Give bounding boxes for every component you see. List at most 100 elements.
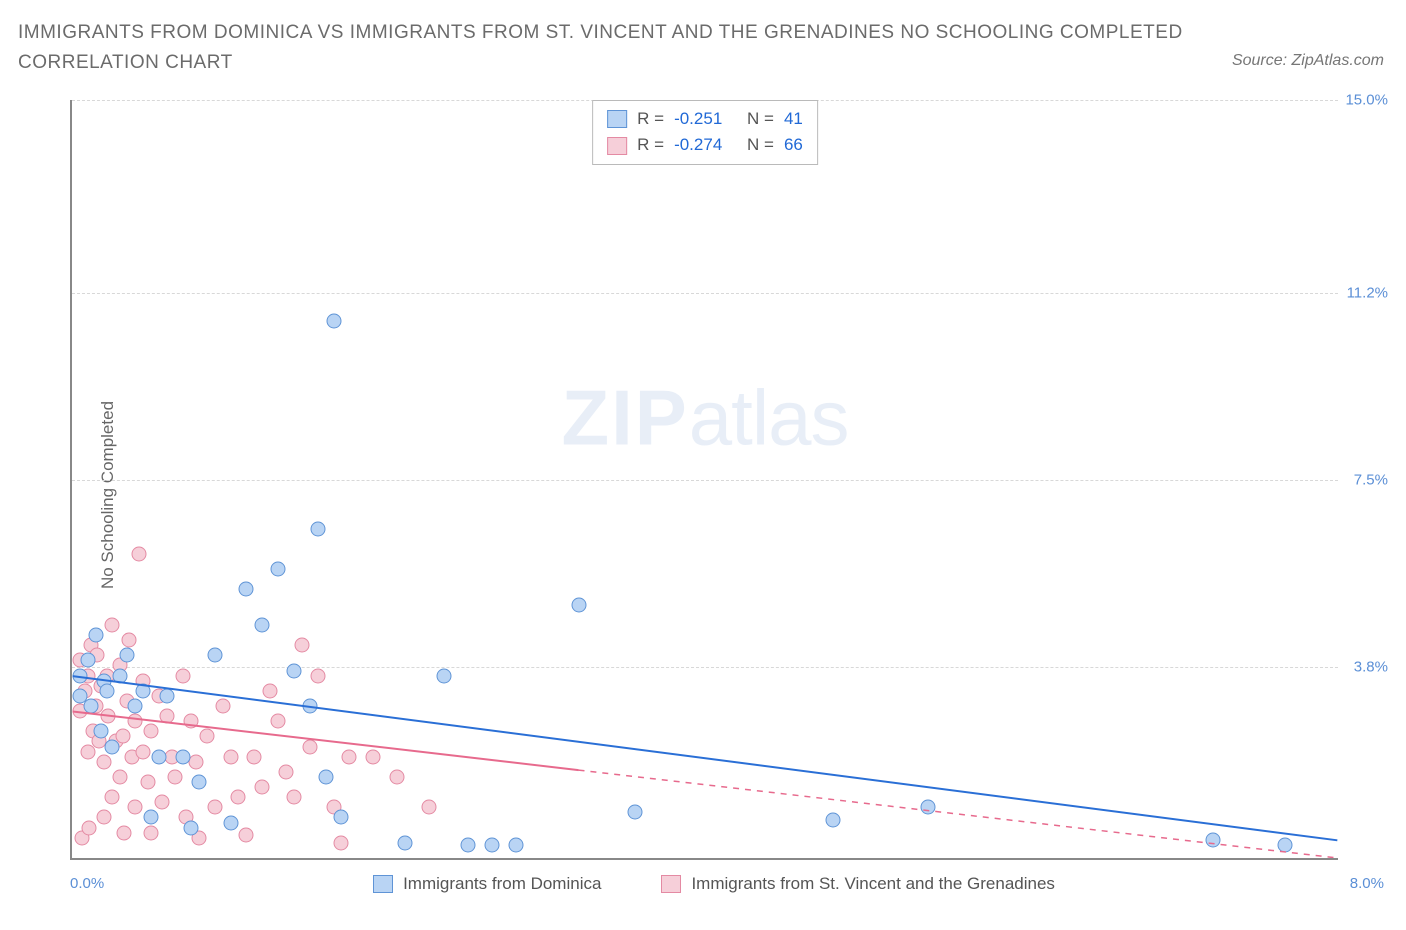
- data-point-dominica: [310, 521, 325, 536]
- data-point-stvincent: [294, 638, 309, 653]
- source-attribution: Source: ZipAtlas.com: [1232, 52, 1384, 70]
- data-point-dominica: [572, 597, 587, 612]
- data-point-dominica: [120, 648, 135, 663]
- data-point-dominica: [627, 805, 642, 820]
- data-point-stvincent: [310, 668, 325, 683]
- data-point-stvincent: [223, 749, 238, 764]
- data-point-dominica: [175, 749, 190, 764]
- data-point-dominica: [1206, 833, 1221, 848]
- plot-region: ZIPatlas R = -0.251 N = 41 R = -0.274 N …: [70, 100, 1338, 860]
- series-name-1: Immigrants from St. Vincent and the Gren…: [691, 874, 1054, 894]
- data-point-stvincent: [278, 764, 293, 779]
- data-point-dominica: [93, 724, 108, 739]
- trend-lines: [72, 100, 1338, 858]
- data-point-dominica: [223, 815, 238, 830]
- data-point-dominica: [128, 699, 143, 714]
- data-point-dominica: [255, 617, 270, 632]
- data-point-dominica: [397, 835, 412, 850]
- data-point-stvincent: [104, 790, 119, 805]
- data-point-stvincent: [175, 668, 190, 683]
- data-point-stvincent: [334, 835, 349, 850]
- data-point-stvincent: [199, 729, 214, 744]
- data-point-stvincent: [122, 633, 137, 648]
- series-name-0: Immigrants from Dominica: [403, 874, 601, 894]
- data-point-stvincent: [215, 699, 230, 714]
- data-point-dominica: [144, 810, 159, 825]
- data-point-stvincent: [168, 769, 183, 784]
- gridline: [72, 293, 1338, 294]
- data-point-dominica: [80, 653, 95, 668]
- data-point-dominica: [207, 648, 222, 663]
- data-point-stvincent: [117, 825, 132, 840]
- data-point-dominica: [239, 582, 254, 597]
- data-point-stvincent: [101, 709, 116, 724]
- data-point-dominica: [318, 769, 333, 784]
- series-legend-item-0: Immigrants from Dominica: [373, 874, 601, 894]
- data-point-stvincent: [207, 800, 222, 815]
- data-point-stvincent: [141, 775, 156, 790]
- data-point-dominica: [88, 628, 103, 643]
- data-point-stvincent: [144, 724, 159, 739]
- legend-row-stvincent: R = -0.274 N = 66: [607, 132, 803, 158]
- data-point-stvincent: [112, 769, 127, 784]
- data-point-stvincent: [247, 749, 262, 764]
- data-point-stvincent: [239, 828, 254, 843]
- legend-n-label: N =: [747, 132, 774, 158]
- data-point-stvincent: [183, 714, 198, 729]
- legend-r-label: R =: [637, 106, 664, 132]
- data-point-stvincent: [128, 800, 143, 815]
- swatch-stvincent: [607, 137, 627, 155]
- swatch-dominica: [373, 875, 393, 893]
- data-point-stvincent: [366, 749, 381, 764]
- data-point-dominica: [84, 699, 99, 714]
- data-point-dominica: [334, 810, 349, 825]
- y-tick-label: 11.2%: [1347, 284, 1388, 301]
- data-point-stvincent: [155, 795, 170, 810]
- data-point-stvincent: [128, 714, 143, 729]
- data-point-dominica: [160, 688, 175, 703]
- swatch-dominica: [607, 110, 627, 128]
- data-point-stvincent: [255, 780, 270, 795]
- data-point-stvincent: [342, 749, 357, 764]
- legend-row-dominica: R = -0.251 N = 41: [607, 106, 803, 132]
- legend-n-value-0: 41: [784, 106, 803, 132]
- data-point-dominica: [485, 838, 500, 853]
- watermark: ZIPatlas: [561, 373, 848, 464]
- data-point-stvincent: [286, 790, 301, 805]
- data-point-stvincent: [96, 754, 111, 769]
- data-point-dominica: [183, 820, 198, 835]
- gridline: [72, 480, 1338, 481]
- data-point-stvincent: [96, 810, 111, 825]
- data-point-stvincent: [131, 547, 146, 562]
- watermark-bold: ZIP: [561, 374, 688, 462]
- data-point-stvincent: [263, 683, 278, 698]
- data-point-stvincent: [231, 790, 246, 805]
- data-point-dominica: [326, 313, 341, 328]
- data-point-stvincent: [104, 617, 119, 632]
- watermark-light: atlas: [689, 374, 849, 462]
- legend-r-value-0: -0.251: [674, 106, 722, 132]
- data-point-stvincent: [82, 820, 97, 835]
- y-tick-label: 3.8%: [1354, 659, 1388, 676]
- data-point-dominica: [72, 668, 87, 683]
- legend-n-value-1: 66: [784, 132, 803, 158]
- data-point-dominica: [1277, 838, 1292, 853]
- series-legend: Immigrants from Dominica Immigrants from…: [44, 874, 1384, 894]
- data-point-dominica: [112, 668, 127, 683]
- chart-title-block: IMMIGRANTS FROM DOMINICA VS IMMIGRANTS F…: [18, 18, 1183, 79]
- data-point-stvincent: [421, 800, 436, 815]
- legend-r-value-1: -0.274: [674, 132, 722, 158]
- data-point-stvincent: [160, 709, 175, 724]
- data-point-stvincent: [144, 825, 159, 840]
- legend-n-label: N =: [747, 106, 774, 132]
- data-point-dominica: [437, 668, 452, 683]
- data-point-dominica: [461, 838, 476, 853]
- series-legend-item-1: Immigrants from St. Vincent and the Gren…: [661, 874, 1054, 894]
- data-point-dominica: [191, 775, 206, 790]
- data-point-dominica: [152, 749, 167, 764]
- data-point-stvincent: [271, 714, 286, 729]
- title-line-2: CORRELATION CHART: [18, 48, 1183, 78]
- data-point-dominica: [99, 683, 114, 698]
- data-point-dominica: [136, 683, 151, 698]
- data-point-dominica: [825, 813, 840, 828]
